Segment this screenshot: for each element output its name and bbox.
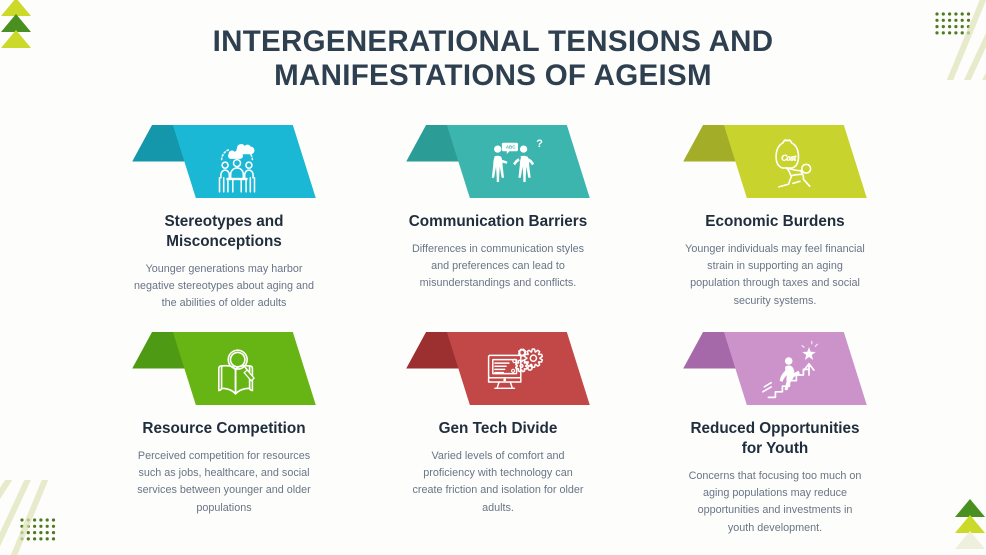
svg-text:Cost: Cost — [781, 153, 797, 162]
svg-text:?: ? — [536, 138, 543, 150]
svg-text:ABC: ABC — [506, 145, 516, 150]
